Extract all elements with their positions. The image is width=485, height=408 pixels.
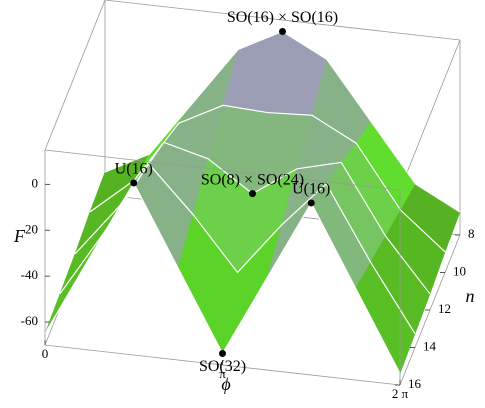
annotation-label: U(16): [115, 161, 153, 178]
z-tick-label: 0: [32, 175, 39, 190]
y-tick-label: 14: [423, 338, 437, 353]
annotation-label: U(16): [292, 181, 330, 198]
z-tick-label: -60: [21, 313, 38, 328]
z-tick-label: -20: [21, 221, 38, 236]
annotation-point: [130, 179, 138, 187]
annotation-point: [248, 190, 256, 198]
x-tick-label: 0: [42, 346, 49, 361]
y-tick-label: 16: [408, 376, 422, 391]
annotation-label: SO(16) × SO(16): [227, 9, 338, 26]
box-edge: [44, 344, 401, 386]
y-tick-label: 8: [468, 226, 475, 241]
box-edge: [44, 0, 106, 151]
box-edge: [44, 149, 401, 191]
annotation-label: SO(8) × SO(24): [201, 171, 304, 188]
x-tick-label: π: [219, 366, 226, 381]
contour-line: [59, 162, 416, 335]
x-tick-label: 2 π: [392, 386, 409, 401]
box-edge: [399, 39, 461, 191]
z-axis-label: F: [13, 226, 26, 246]
y-axis-label: n: [466, 286, 475, 306]
annotation-point: [218, 350, 226, 358]
y-tick-label: 10: [453, 263, 466, 278]
annotation-point: [278, 27, 286, 35]
x-axis-label: ϕ: [221, 374, 230, 394]
annotation-label: SO(32): [199, 358, 246, 375]
z-tick-label: -40: [21, 267, 38, 282]
annotation-point: [307, 199, 315, 207]
y-tick-label: 12: [438, 301, 451, 316]
contour-line: [89, 104, 446, 253]
box-edge: [104, 0, 461, 41]
